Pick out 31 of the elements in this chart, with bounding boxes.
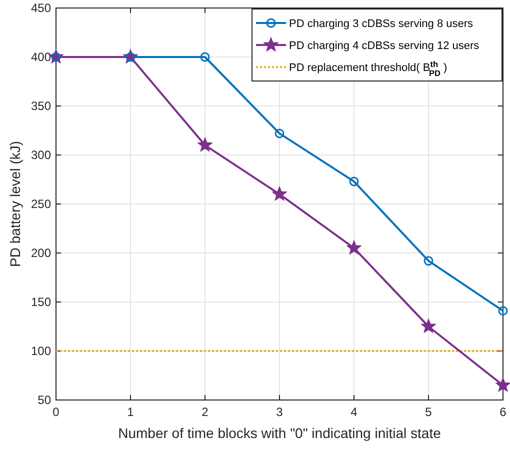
x-tick-label: 4: [350, 405, 358, 419]
point: [272, 186, 287, 200]
y-tick-label: 50: [38, 393, 52, 407]
y-axis-title: PD battery level (kJ): [7, 140, 23, 268]
point: [346, 240, 362, 254]
y-tick-label: 150: [30, 295, 52, 309]
y-tick-label: 300: [30, 148, 52, 162]
y-tick-label: 250: [30, 197, 52, 211]
y-tick-label: 350: [30, 99, 52, 113]
point: [421, 319, 436, 333]
x-tick-label: 0: [52, 405, 60, 419]
legend-label: PD charging 3 cDBSs serving 8 users: [289, 18, 474, 30]
point: [198, 138, 212, 152]
y-tick-label: 400: [30, 50, 52, 64]
y-tick-label: 100: [30, 344, 52, 358]
point: [498, 306, 508, 316]
legend-label: PD charging 4 cDBSs serving 12 users: [289, 40, 480, 52]
point: [274, 128, 284, 138]
x-tick-label: 6: [500, 405, 507, 419]
point: [424, 256, 434, 266]
point: [496, 378, 510, 392]
x-tick-label: 3: [276, 405, 284, 419]
point: [349, 176, 359, 186]
x-tick-label: 2: [202, 405, 209, 419]
legend-label: PD replacement threshold( B$^{th}$$_{PD}$ ): [289, 60, 448, 78]
x-tick-label: 5: [425, 405, 432, 419]
y-tick-label: 450: [30, 1, 52, 15]
y-tick-label: 200: [30, 246, 52, 260]
x-tick-label: 1: [127, 405, 134, 419]
point: [200, 52, 210, 62]
x-axis-title: Number of time blocks with "0" indicating initial state: [118, 425, 442, 441]
